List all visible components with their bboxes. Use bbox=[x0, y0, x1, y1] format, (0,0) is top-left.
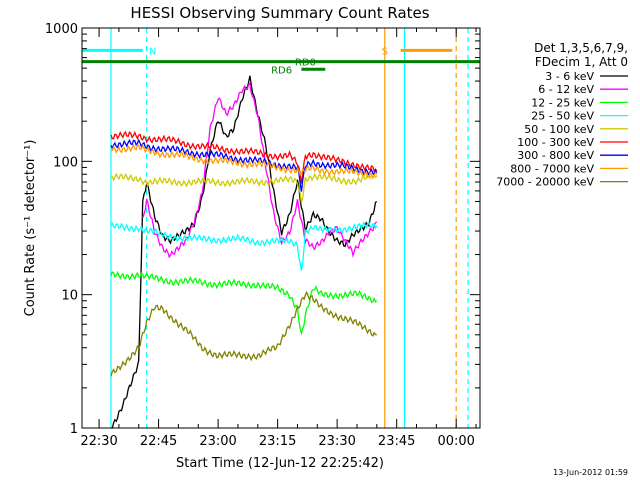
legend-label-50-100-kev: 50 - 100 keV bbox=[524, 123, 594, 136]
chart-title: HESSI Observing Summary Count Rates bbox=[130, 4, 429, 22]
x-tick-label-4: 23:30 bbox=[318, 434, 355, 449]
y-tick-label-2: 100 bbox=[53, 155, 78, 170]
legend-label-100-300-kev: 100 - 300 keV bbox=[517, 136, 594, 149]
series-line-300-800-kev bbox=[110, 138, 378, 192]
x-axis-label: Start Time (12-Jun-12 22:25:42) bbox=[176, 456, 384, 471]
series-group bbox=[110, 75, 378, 429]
y-tick-label-3: 1000 bbox=[45, 22, 78, 37]
x-tick-label-6: 00:00 bbox=[437, 434, 474, 449]
y-tick-label-1: 10 bbox=[61, 289, 78, 304]
series-line-7000-20000-kev bbox=[110, 290, 377, 377]
vertical-markers bbox=[110, 28, 469, 428]
state-label-n: N bbox=[149, 46, 156, 57]
legend-title-line-1: Det 1,3,5,6,7,9, bbox=[534, 41, 628, 55]
series-line-25-50-kev bbox=[110, 220, 378, 271]
x-tick-label-0: 22:30 bbox=[80, 434, 117, 449]
x-tick-label-1: 22:45 bbox=[140, 434, 177, 449]
legend-label-12-25-kev: 12 - 25 keV bbox=[531, 96, 594, 109]
y-axis-label: Count Rate (s⁻¹ detector⁻¹) bbox=[23, 140, 38, 317]
state-label-rd6: RD6 bbox=[271, 65, 292, 76]
series-line-50-100-kev bbox=[110, 170, 378, 203]
legend-label-7000-20000-kev: 7000 - 20000 keV bbox=[496, 176, 594, 189]
x-tick-label-5: 23:45 bbox=[378, 434, 415, 449]
legend-title-line-2: FDecim 1, Att 0 bbox=[535, 55, 628, 69]
legend: Det 1,3,5,6,7,9, FDecim 1, Att 0 3 - 6 k… bbox=[496, 41, 628, 189]
x-tick-label-3: 23:15 bbox=[259, 434, 296, 449]
series-line-12-25-kev bbox=[110, 270, 378, 336]
legend-label-25-50-kev: 25 - 50 keV bbox=[531, 110, 594, 123]
series-line-3-6-kev bbox=[111, 75, 378, 429]
legend-label-800-7000-kev: 800 - 7000 keV bbox=[510, 162, 594, 175]
series-line-800-7000-kev bbox=[110, 143, 378, 180]
y-axis-ticks: 1 10 100 1000 bbox=[45, 22, 480, 437]
legend-label-3-6-kev: 3 - 6 keV bbox=[545, 70, 594, 83]
series-line-100-300-kev bbox=[110, 130, 378, 184]
x-axis-ticks: 22:30 22:45 23:00 23:15 23:30 23:45 00:00 bbox=[80, 28, 477, 449]
state-label-s: S bbox=[382, 46, 388, 57]
state-label-rd0: RD0 bbox=[295, 58, 316, 69]
plot-frame bbox=[81, 27, 481, 429]
y-tick-label-0: 1 bbox=[70, 422, 78, 437]
series-line-6-12-kev bbox=[142, 82, 378, 259]
x-tick-label-2: 23:00 bbox=[199, 434, 236, 449]
footer-timestamp: 13-Jun-2012 01:59 bbox=[553, 468, 628, 477]
legend-label-300-800-kev: 300 - 800 keV bbox=[517, 149, 594, 162]
legend-label-6-12-kev: 6 - 12 keV bbox=[538, 83, 594, 96]
